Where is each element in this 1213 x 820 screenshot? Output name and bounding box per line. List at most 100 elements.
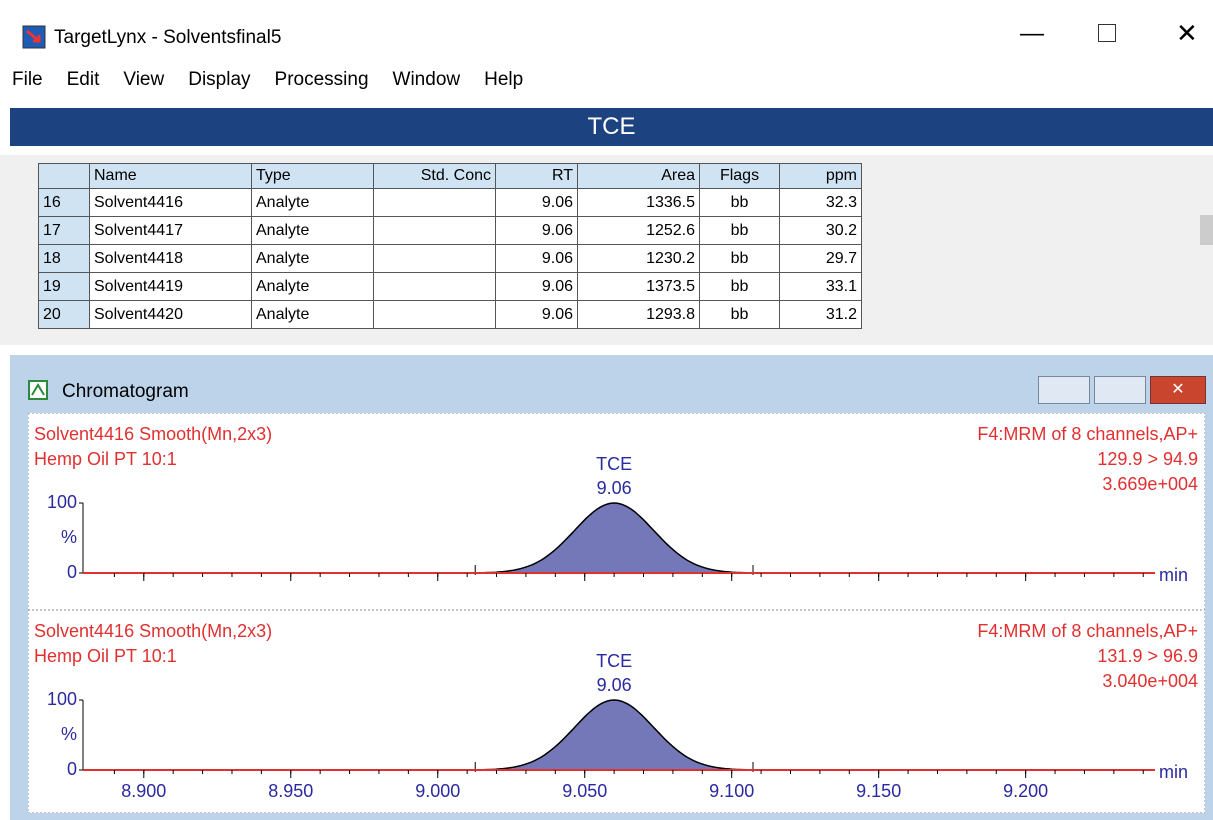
table-row: 18 Solvent4418 Analyte 9.06 1230.2 bb 29.7 xyxy=(38,244,862,273)
table-cell: Solvent4417 xyxy=(89,216,252,245)
table-cell: Solvent4418 xyxy=(89,244,252,273)
chromatogram-header: Chromatogram ✕ xyxy=(10,370,1213,410)
table-cell: Analyte xyxy=(251,300,374,329)
close-button[interactable]: ✕ xyxy=(1176,18,1198,48)
table-cell: 32.3 xyxy=(779,188,862,217)
table-cell: Analyte xyxy=(251,188,374,217)
window-title: TargetLynx - Solventsfinal5 xyxy=(54,27,282,48)
x-tick-label: 8.900 xyxy=(121,781,166,801)
table-cell: 9.06 xyxy=(495,188,578,217)
menu-item[interactable]: Help xyxy=(484,69,524,90)
table-cell: 1336.5 xyxy=(577,188,700,217)
table-cell: 30.2 xyxy=(779,216,862,245)
x-tick-label: 9.000 xyxy=(415,781,460,801)
peak-rt: 9.06 xyxy=(597,675,632,695)
table-cell: 1293.8 xyxy=(577,300,700,329)
sample-description: Hemp Oil PT 10:1 xyxy=(34,646,177,666)
peak-rt: 9.06 xyxy=(597,478,632,498)
table-cell: Solvent4420 xyxy=(89,300,252,329)
table-cell xyxy=(373,272,496,301)
table-cell: 9.06 xyxy=(495,216,578,245)
peak xyxy=(474,699,754,771)
function-label: F4:MRM of 8 channels,AP+ xyxy=(977,621,1198,641)
table-cell: 1252.6 xyxy=(577,216,700,245)
y-axis-label: % xyxy=(61,724,77,744)
y-tick-label: 100 xyxy=(47,492,77,512)
column-header: RT xyxy=(495,163,578,189)
table-cell xyxy=(373,188,496,217)
table-cell: bb xyxy=(699,272,780,301)
x-tick-label: 9.200 xyxy=(1003,781,1048,801)
maximize-button[interactable] xyxy=(1098,24,1116,42)
chrom-maximize[interactable] xyxy=(1094,376,1146,404)
x-tick-label: 8.950 xyxy=(268,781,313,801)
table-cell xyxy=(373,244,496,273)
sample-name: Solvent4416 Smooth(Mn,2x3) xyxy=(34,621,272,641)
table-cell: 9.06 xyxy=(495,272,578,301)
table-cell xyxy=(373,300,496,329)
y-tick-label: 100 xyxy=(47,689,77,709)
transition-label: 131.9 > 96.9 xyxy=(1097,646,1198,666)
chromatogram-plot: Solvent4416 Smooth(Mn,2x3) Hemp Oil PT 10… xyxy=(28,413,1205,813)
chrom-close[interactable]: ✕ xyxy=(1150,376,1206,404)
menu-item[interactable]: File xyxy=(12,69,43,90)
compound-banner: TCE xyxy=(10,108,1213,146)
table-cell: 1230.2 xyxy=(577,244,700,273)
y-axis-label: % xyxy=(61,527,77,547)
title-bar: TargetLynx - Solventsfinal5 — ✕ xyxy=(0,0,1213,62)
table-cell: 33.1 xyxy=(779,272,862,301)
scrollbar-thumb[interactable] xyxy=(1200,215,1213,245)
column-header: Std. Conc xyxy=(373,163,496,189)
table-cell: 9.06 xyxy=(495,300,578,329)
column-header: Type xyxy=(251,163,374,189)
chrom-minimize[interactable] xyxy=(1038,376,1090,404)
table-cell: 29.7 xyxy=(779,244,862,273)
table-cell: bb xyxy=(699,244,780,273)
menu-item[interactable]: Window xyxy=(392,69,461,90)
minimize-button[interactable]: — xyxy=(1020,20,1044,47)
table-row: 20 Solvent4420 Analyte 9.06 1293.8 bb 31.2 xyxy=(38,300,862,329)
row-number: 16 xyxy=(38,188,90,217)
menu-item[interactable]: Processing xyxy=(274,69,369,90)
table-row: 17 Solvent4417 Analyte 9.06 1252.6 bb 30.2 xyxy=(38,216,862,245)
table-cell: bb xyxy=(699,216,780,245)
table-cell: bb xyxy=(699,188,780,217)
peak xyxy=(474,502,754,574)
intensity-label: 3.669e+004 xyxy=(1102,474,1198,494)
column-header: ppm xyxy=(779,163,862,189)
results-table: Name Type Std. Conc RT Area Flags ppm 16 Solvent… xyxy=(38,163,862,329)
function-label: F4:MRM of 8 channels,AP+ xyxy=(977,424,1198,444)
table-row: 16 Solvent4416 Analyte 9.06 1336.5 bb 32.3 xyxy=(38,188,862,217)
peak-label: TCE xyxy=(596,651,632,671)
x-tick-label: 9.100 xyxy=(709,781,754,801)
table-cell: Solvent4419 xyxy=(89,272,252,301)
table-cell: bb xyxy=(699,300,780,329)
chrom-icon xyxy=(28,380,48,400)
menu-item[interactable]: Display xyxy=(188,69,251,90)
intensity-label: 3.040e+004 xyxy=(1102,671,1198,691)
table-cell: Analyte xyxy=(251,272,374,301)
row-number: 19 xyxy=(38,272,90,301)
menu-bar: File Edit View Display Processing Window Help xyxy=(0,64,1213,100)
column-header: Flags xyxy=(699,163,780,189)
table-cell: 9.06 xyxy=(495,244,578,273)
table-cell: 1373.5 xyxy=(577,272,700,301)
table-cell: Analyte xyxy=(251,216,374,245)
row-number: 20 xyxy=(38,300,90,329)
table-panel: Name Type Std. Conc RT Area Flags ppm 16 Solvent… xyxy=(0,155,1213,345)
x-tick-label: 9.150 xyxy=(856,781,901,801)
y-tick-label: 0 xyxy=(67,759,77,779)
menu-item[interactable]: Edit xyxy=(66,69,100,90)
row-number: 17 xyxy=(38,216,90,245)
table-cell: 31.2 xyxy=(779,300,862,329)
table-row: 19 Solvent4419 Analyte 9.06 1373.5 bb 33.1 xyxy=(38,272,862,301)
menu-item[interactable]: View xyxy=(123,69,165,90)
sample-name: Solvent4416 Smooth(Mn,2x3) xyxy=(34,424,272,444)
column-header: Area xyxy=(577,163,700,189)
x-unit: min xyxy=(1159,565,1188,585)
peak-label: TCE xyxy=(596,454,632,474)
sample-description: Hemp Oil PT 10:1 xyxy=(34,449,177,469)
app-icon xyxy=(22,25,46,49)
transition-label: 129.9 > 94.9 xyxy=(1097,449,1198,469)
